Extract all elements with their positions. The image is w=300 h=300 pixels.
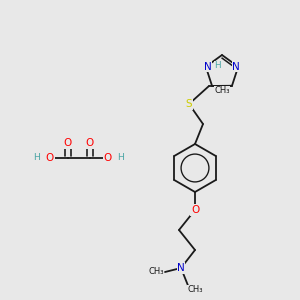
Text: H: H: [214, 61, 221, 70]
Text: CH₃: CH₃: [214, 86, 230, 95]
Text: N: N: [232, 62, 240, 72]
Text: O: O: [46, 153, 54, 163]
Text: S: S: [186, 99, 192, 109]
Text: O: O: [104, 153, 112, 163]
Text: O: O: [86, 138, 94, 148]
Text: H: H: [34, 154, 40, 163]
Text: N: N: [177, 263, 185, 273]
Text: O: O: [64, 138, 72, 148]
Text: H: H: [118, 154, 124, 163]
Text: N: N: [204, 62, 212, 72]
Text: CH₃: CH₃: [187, 286, 203, 295]
Text: CH₃: CH₃: [148, 268, 164, 277]
Text: O: O: [191, 205, 199, 215]
